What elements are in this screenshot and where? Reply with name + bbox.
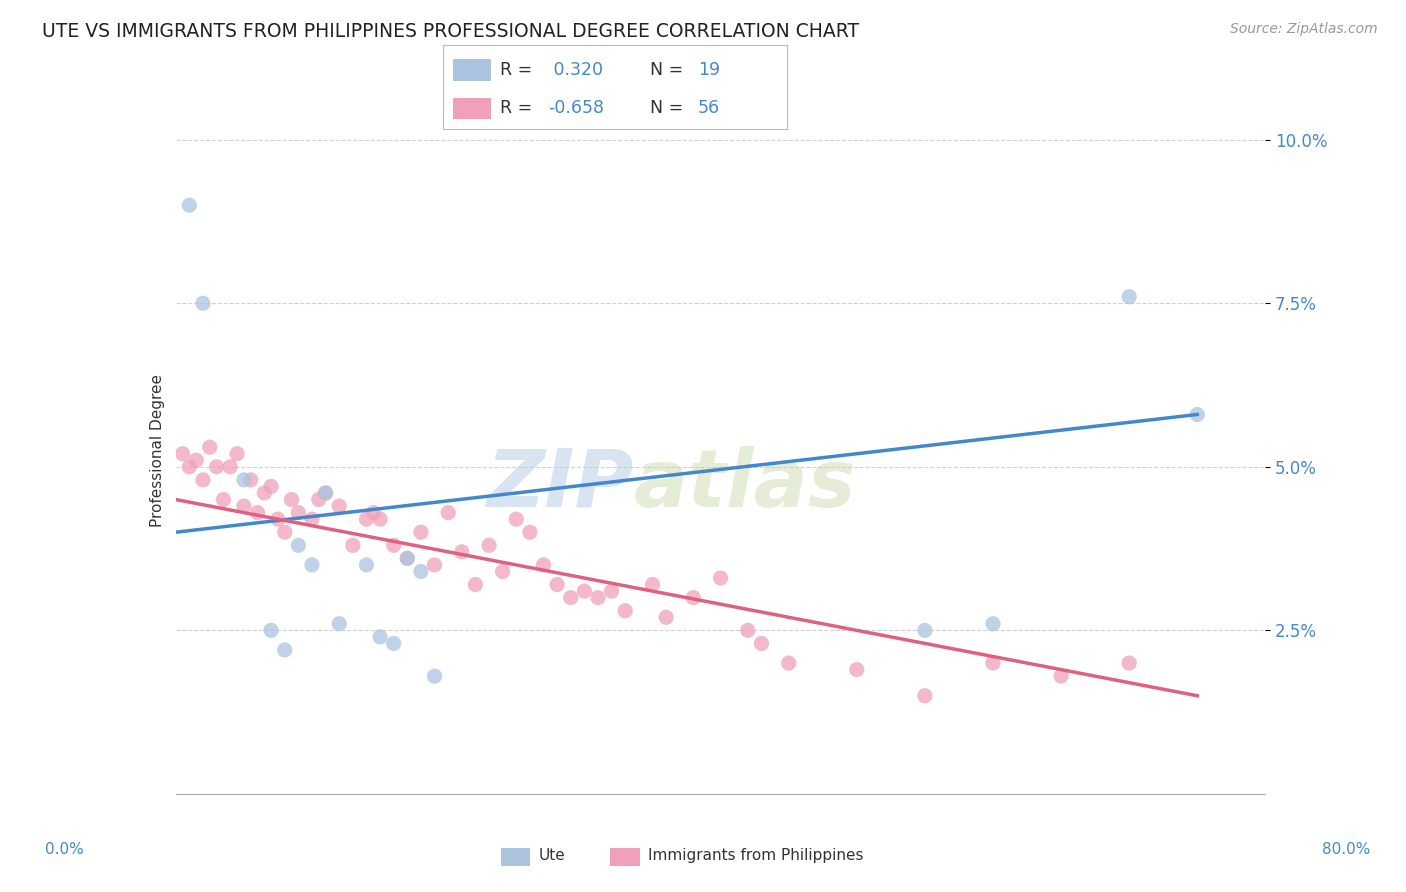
Point: [274, 643, 297, 657]
Point: [492, 565, 515, 579]
Bar: [501, 847, 530, 866]
Point: [914, 624, 936, 638]
Point: [253, 486, 276, 500]
Point: [191, 296, 214, 310]
Point: [287, 538, 309, 552]
Text: Immigrants from Philippines: Immigrants from Philippines: [648, 848, 863, 863]
Point: [328, 499, 350, 513]
Text: R =: R =: [499, 99, 537, 117]
Point: [914, 689, 936, 703]
Text: atlas: atlas: [633, 446, 856, 524]
Text: 0.320: 0.320: [548, 61, 603, 78]
Point: [172, 447, 194, 461]
Point: [641, 577, 664, 591]
Point: [226, 447, 249, 461]
Point: [191, 473, 214, 487]
Bar: [453, 97, 491, 119]
Point: [179, 459, 201, 474]
Text: 0.0%: 0.0%: [45, 842, 84, 856]
Text: 19: 19: [697, 61, 720, 78]
Point: [478, 538, 501, 552]
Point: [981, 616, 1004, 631]
Text: Ute: Ute: [538, 848, 565, 863]
Point: [614, 604, 637, 618]
Point: [682, 591, 704, 605]
Point: [533, 558, 555, 572]
Point: [342, 538, 364, 552]
Text: N =: N =: [650, 99, 689, 117]
Text: -0.658: -0.658: [548, 99, 605, 117]
Text: UTE VS IMMIGRANTS FROM PHILIPPINES PROFESSIONAL DEGREE CORRELATION CHART: UTE VS IMMIGRANTS FROM PHILIPPINES PROFE…: [42, 22, 859, 41]
Point: [212, 492, 235, 507]
Point: [315, 486, 337, 500]
Point: [423, 669, 446, 683]
Point: [287, 506, 309, 520]
Point: [356, 512, 378, 526]
Point: [280, 492, 302, 507]
Point: [396, 551, 419, 566]
Text: 80.0%: 80.0%: [1323, 842, 1371, 856]
Point: [260, 624, 283, 638]
Point: [1187, 408, 1209, 422]
Point: [368, 630, 391, 644]
Y-axis label: Professional Degree: Professional Degree: [149, 374, 165, 527]
Point: [361, 506, 384, 520]
Point: [232, 499, 254, 513]
Point: [232, 473, 254, 487]
Point: [655, 610, 678, 624]
Point: [546, 577, 568, 591]
Bar: [453, 60, 491, 80]
Point: [246, 506, 269, 520]
Point: [382, 636, 405, 650]
Point: [710, 571, 733, 585]
Point: [1118, 656, 1140, 670]
Point: [519, 525, 541, 540]
Point: [778, 656, 800, 670]
Point: [205, 459, 228, 474]
Point: [751, 636, 773, 650]
Point: [560, 591, 582, 605]
Point: [737, 624, 759, 638]
Text: N =: N =: [650, 61, 689, 78]
Point: [219, 459, 242, 474]
Point: [260, 479, 283, 493]
Text: R =: R =: [499, 61, 537, 78]
Point: [981, 656, 1004, 670]
Point: [450, 545, 472, 559]
Point: [186, 453, 208, 467]
Point: [301, 558, 323, 572]
Point: [409, 565, 432, 579]
Point: [308, 492, 330, 507]
Point: [505, 512, 527, 526]
Point: [267, 512, 290, 526]
Point: [1118, 290, 1140, 304]
Point: [198, 440, 221, 454]
Point: [845, 663, 868, 677]
Point: [315, 486, 337, 500]
Text: Source: ZipAtlas.com: Source: ZipAtlas.com: [1230, 22, 1378, 37]
Point: [301, 512, 323, 526]
Point: [239, 473, 262, 487]
Point: [356, 558, 378, 572]
Point: [409, 525, 432, 540]
Point: [396, 551, 419, 566]
Point: [274, 525, 297, 540]
Text: 56: 56: [697, 99, 720, 117]
Point: [586, 591, 609, 605]
Point: [574, 584, 596, 599]
Point: [179, 198, 201, 212]
Bar: [610, 847, 640, 866]
Point: [1050, 669, 1073, 683]
Point: [328, 616, 350, 631]
Point: [437, 506, 460, 520]
Point: [423, 558, 446, 572]
Point: [464, 577, 486, 591]
Point: [368, 512, 391, 526]
Point: [600, 584, 623, 599]
Point: [382, 538, 405, 552]
Text: ZIP: ZIP: [486, 446, 633, 524]
